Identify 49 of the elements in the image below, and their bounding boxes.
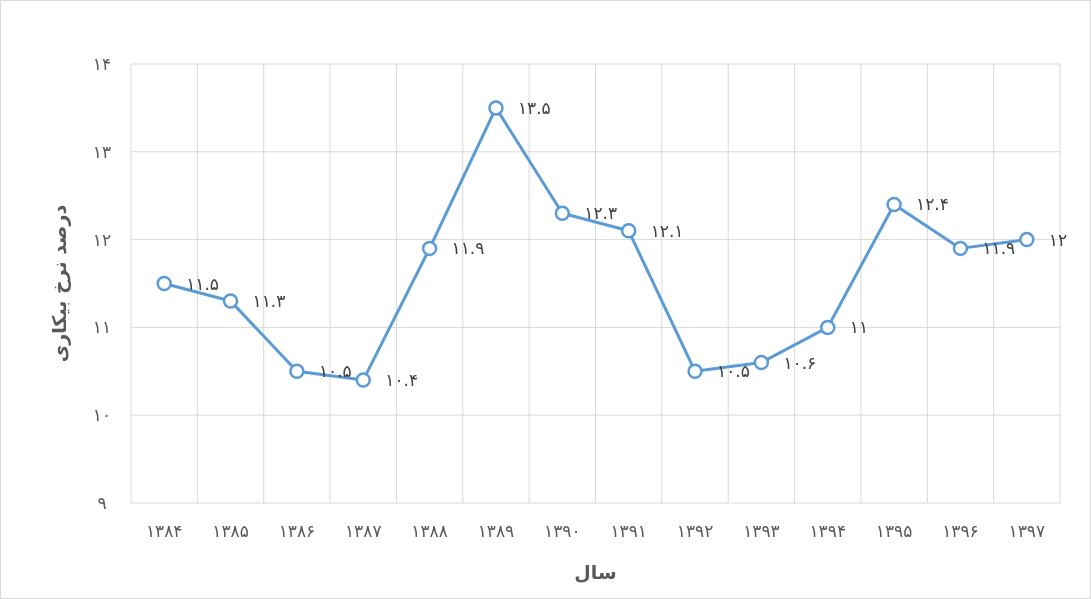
x-tick-label: ۱۳۹۷ <box>1008 521 1046 541</box>
x-tick-label: ۱۳۹۳ <box>743 521 780 541</box>
point <box>620 223 637 239</box>
point <box>355 372 371 388</box>
y-tick-label: ۱۱ <box>92 317 112 338</box>
y-tick-label: ۱۳ <box>92 141 112 162</box>
point <box>554 205 571 222</box>
x-tick-label: ۱۳۹۴ <box>809 521 847 541</box>
data-label: ۱۰.۴ <box>385 370 419 391</box>
point <box>753 354 770 371</box>
point <box>1019 231 1035 248</box>
point <box>289 363 305 380</box>
data-label: ۱۲ <box>1048 229 1068 250</box>
point <box>421 240 438 257</box>
x-tick-label: ۱۳۸۷ <box>344 521 382 541</box>
y-tick-label: ۱۰ <box>92 405 112 426</box>
y-tick-label: ۱۲ <box>92 229 112 250</box>
point <box>222 293 239 309</box>
x-tick-label: ۱۳۸۴ <box>145 521 183 541</box>
x-tick-label: ۱۳۹۵ <box>875 521 913 541</box>
x-tick-label: ۱۳۸۹ <box>477 521 515 541</box>
y-axis-title: درصد نرخ بیکاری <box>48 204 71 363</box>
point <box>156 275 172 292</box>
x-tick-label: ۱۳۸۸ <box>411 521 448 541</box>
data-label: ۱۱ <box>849 317 869 338</box>
data-label: ۱۰.۶ <box>783 352 817 373</box>
data-label: ۱۰.۵ <box>717 361 750 382</box>
x-tick-label: ۱۳۸۶ <box>278 521 316 541</box>
data-label: ۱۱.۹ <box>982 238 1016 259</box>
x-tick-label: ۱۳۹۱ <box>610 521 647 541</box>
data-label: ۱۱.۵ <box>186 273 219 294</box>
point <box>820 319 836 336</box>
data-label: ۱۳.۵ <box>517 97 551 118</box>
x-axis-title: سال <box>574 561 617 583</box>
x-tick-label: ۱۳۹۲ <box>676 521 714 541</box>
data-label: ۱۲.۳ <box>584 203 618 224</box>
data-label: ۱۱.۹ <box>451 238 485 259</box>
data-label: ۱۲.۱ <box>650 220 684 241</box>
point <box>952 240 969 257</box>
point <box>488 100 504 116</box>
y-tick-label: ۱۴ <box>92 54 112 74</box>
x-tick-label: ۱۳۹۰ <box>544 521 581 541</box>
x-tick-label: ۱۳۹۶ <box>942 521 979 541</box>
point <box>886 196 902 213</box>
data-label: ۱۲.۴ <box>916 194 949 215</box>
data-label: ۱۱.۳ <box>252 291 286 312</box>
x-tick-label: ۱۳۸۵ <box>212 521 249 541</box>
point <box>687 363 703 380</box>
y-tick-label: ۹ <box>97 493 107 513</box>
